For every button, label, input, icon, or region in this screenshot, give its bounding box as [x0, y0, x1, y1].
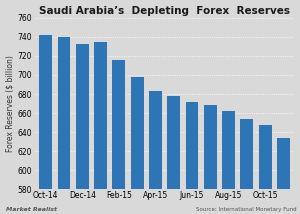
Bar	[186, 102, 198, 189]
Bar	[39, 35, 52, 189]
Bar	[241, 119, 253, 189]
Bar	[277, 138, 290, 189]
Bar	[94, 42, 107, 189]
Text: Source: International Monetary Fund: Source: International Monetary Fund	[196, 207, 297, 212]
Bar	[259, 125, 272, 189]
Bar	[76, 45, 89, 189]
Bar	[222, 111, 235, 189]
Bar	[112, 60, 125, 189]
Bar	[131, 77, 144, 189]
Bar	[58, 37, 70, 189]
Bar	[167, 96, 180, 189]
Title: Saudi Arabia’s  Depleting  Forex  Reserves: Saudi Arabia’s Depleting Forex Reserves	[39, 6, 290, 16]
Y-axis label: Forex Reserves ($ billion): Forex Reserves ($ billion)	[6, 55, 15, 152]
Text: Market Realist: Market Realist	[6, 207, 57, 212]
Bar	[204, 105, 217, 189]
Bar	[149, 91, 162, 189]
